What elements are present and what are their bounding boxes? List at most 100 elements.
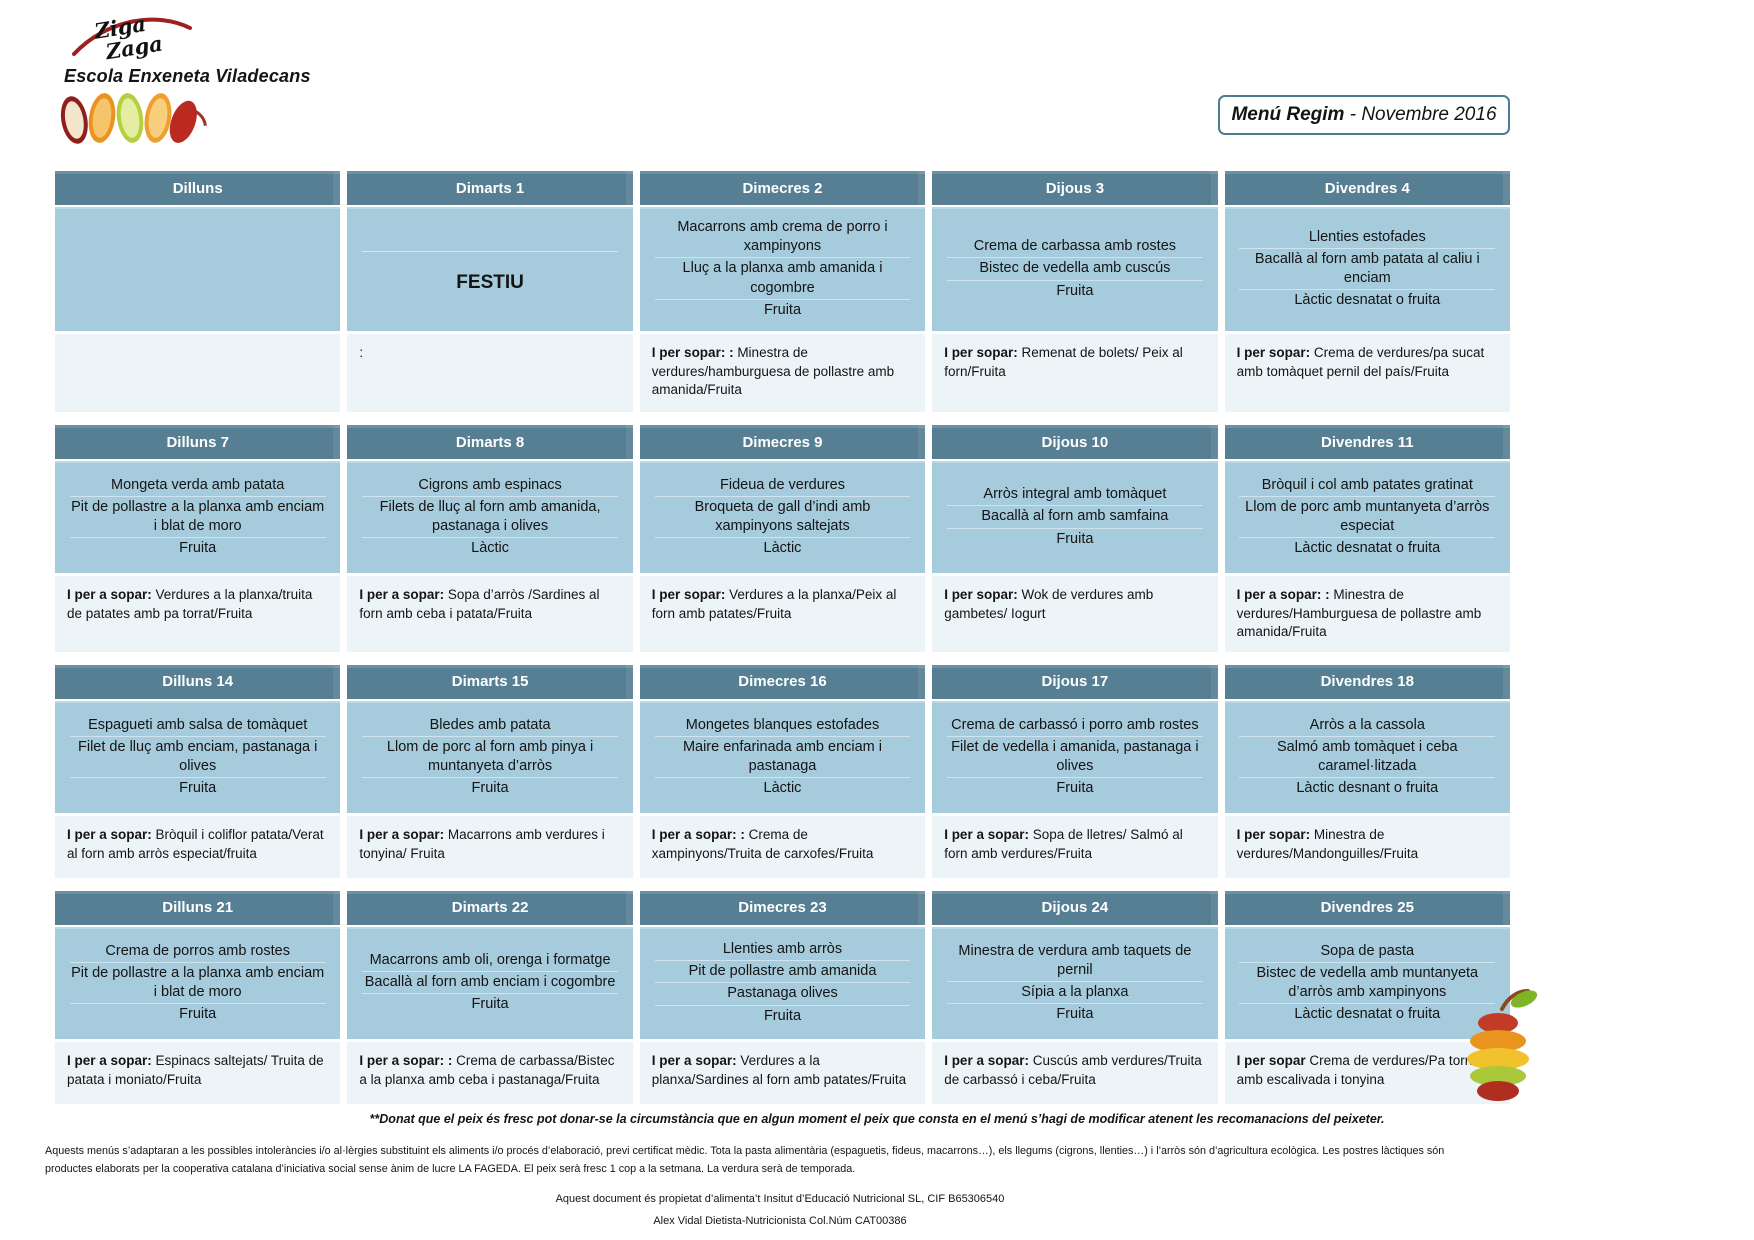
day-header: Divendres 11 xyxy=(1224,425,1510,459)
menu-item: Fruita xyxy=(471,996,509,1013)
festiu-label: FESTIU xyxy=(362,250,619,295)
menu-item: Espagueti amb salsa de tomàquet xyxy=(69,715,326,737)
day-menu-cell: Mongeta verda amb patata Pit de pollastre… xyxy=(55,461,341,573)
menu-item: Cigrons amb espinacs xyxy=(362,475,619,497)
day-header: Divendres 4 xyxy=(1224,171,1510,205)
week-menu-row: Espagueti amb salsa de tomàquet Filet de … xyxy=(55,699,1510,813)
fruit-apple-logo xyxy=(1458,983,1544,1110)
sopar-label: I per sopar: xyxy=(651,587,726,602)
sopar-label: I per a sopar: xyxy=(67,826,152,842)
menu-item: Bistec de vedella amb muntanyeta d’arròs… xyxy=(1239,963,1496,1004)
menu-item: Làctic desnatat o fruita xyxy=(1294,540,1441,557)
menu-subtitle: - Novembre 2016 xyxy=(1344,104,1497,125)
sopar-label: I per sopar: xyxy=(944,587,1018,602)
day-header: Divendres 25 xyxy=(1224,890,1510,925)
sopar-label: I per a sopar: xyxy=(944,1052,1029,1068)
day-header: Dijous 10 xyxy=(932,425,1218,459)
menu-item: Pit de pollastre amb amanida xyxy=(654,961,911,984)
menu-item: Fruita xyxy=(179,540,217,557)
menu-item: Lluç a la planxa amb amanida i cogombre xyxy=(654,258,911,300)
week-menu-row: Mongeta verda amb patata Pit de pollastre… xyxy=(55,459,1510,573)
menu-title: Menú Regim xyxy=(1231,104,1345,125)
day-menu-cell: Arròs a la cassola Salmó amb tomàquet i c… xyxy=(1224,700,1510,813)
day-sopar-cell: I per a sopar: : Crema de carbassa/Biste… xyxy=(347,1041,633,1104)
menu-item: Llenties amb arròs xyxy=(654,939,911,962)
day-menu-cell: Cigrons amb espinacs Filets de lluç al fo… xyxy=(347,461,633,573)
week-sopar-row: I per a sopar: Verdures a la planxa/trui… xyxy=(55,573,1510,652)
sopar-label: I per sopar xyxy=(1236,1052,1306,1068)
menu-item: Mongeta verda amb patata xyxy=(69,475,326,497)
menu-item: Bacallà al forn amb patata al caliu i en… xyxy=(1239,249,1496,291)
menu-item: Broqueta de gall d’indi amb xampinyons s… xyxy=(654,497,911,539)
menu-item: Filet de lluç amb enciam, pastanaga i ol… xyxy=(69,737,326,778)
menu-item: Llenties estofades xyxy=(1239,227,1496,249)
day-menu-cell: Sopa de pasta Bistec de vedella amb munta… xyxy=(1224,926,1510,1039)
menu-item: Làctic desnatat o fruita xyxy=(1294,1006,1441,1022)
sopar-label: I per a sopar: : xyxy=(1236,587,1330,602)
menu-item: Pastanaga olives xyxy=(654,983,911,1006)
week-sopar-row: :I per sopar: : Minestra de verdures/ham… xyxy=(55,331,1510,412)
fish-note: **Donat que el peix és fresc pot donar-s… xyxy=(369,1112,1385,1126)
day-header: Dimarts 15 xyxy=(347,664,633,699)
day-header: Dimecres 2 xyxy=(639,171,926,205)
week-sopar-row: I per a sopar: Bròquil i coliflor patata… xyxy=(55,813,1510,878)
menu-item: Arròs a la cassola xyxy=(1239,715,1496,737)
menu-item: Fruita xyxy=(179,1006,217,1022)
menu-item: Fruita xyxy=(763,301,802,318)
day-sopar-cell: I per sopar: Remenat de bolets/ Peix al … xyxy=(932,334,1218,412)
sopar-label: I per sopar: xyxy=(1236,345,1311,360)
day-menu-cell: Espagueti amb salsa de tomàquet Filet de … xyxy=(55,700,341,813)
week-menu-row: Crema de porros amb rostes Pit de pollast… xyxy=(55,925,1510,1039)
day-sopar-cell: I per a sopar: Macarrons amb verdures i … xyxy=(347,815,633,878)
sopar-label: I per a sopar: xyxy=(359,826,445,842)
day-header: Dimarts 22 xyxy=(347,890,633,925)
week-block: Dilluns 7 Dimarts 8 Dimecres 9 Dijous 10 Div… xyxy=(55,425,1510,652)
sopar-label: I per a sopar: xyxy=(67,587,152,602)
day-sopar-cell: I per sopar: Minestra de verdures/Mandon… xyxy=(1224,815,1510,878)
day-header: Dilluns 14 xyxy=(55,664,341,699)
ziga-zaga-logo: Ziga Zaga xyxy=(66,8,196,73)
day-sopar-cell: I per sopar Crema de verdures/Pa torrat … xyxy=(1224,1041,1510,1104)
day-sopar-cell: I per a sopar: Sopa de lletres/ Salmó al… xyxy=(932,815,1218,878)
menu-item: Làctic desnant o fruita xyxy=(1296,780,1439,796)
day-sopar-cell: I per sopar: : Minestra de verdures/hamb… xyxy=(639,334,926,412)
day-menu-cell: Macarrons amb oli, orenga i formatge Baca… xyxy=(347,926,633,1039)
day-menu-cell xyxy=(55,207,341,331)
allergen-note: Aquests menús s’adaptaran a les possible… xyxy=(45,1145,1445,1175)
day-sopar-cell: I per sopar: Wok de verdures amb gambete… xyxy=(932,576,1218,652)
week-menu-row: FESTIU Macarrons amb crema de porro i xam… xyxy=(55,205,1510,331)
sopar-label: I per sopar: : xyxy=(651,345,734,360)
menu-item: Maire enfarinada amb enciam i pastanaga xyxy=(654,737,911,778)
menu-item: Crema de carbassó i porro amb rostes xyxy=(946,715,1203,737)
day-sopar-cell: I per a sopar: : Minestra de verdures/Ha… xyxy=(1224,576,1510,652)
menu-item: Làctic desnatat o fruita xyxy=(1294,292,1441,309)
sopar-label: I per a sopar: xyxy=(67,1052,152,1068)
day-sopar-cell: I per a sopar: Sopa d’arròs /Sardines al… xyxy=(347,576,633,652)
menu-item: Bacallà al forn amb enciam i cogombre xyxy=(362,972,619,995)
menu-item: Crema de carbassa amb rostes xyxy=(946,236,1203,259)
day-sopar-cell: I per a sopar: Espinacs saltejats/ Truit… xyxy=(55,1041,341,1104)
menu-item: Minestra de verdura amb taquets de perni… xyxy=(946,941,1203,982)
menu-title-box: Menú Regim - Novembre 2016 xyxy=(1218,95,1510,135)
menu-item: Làctic xyxy=(763,780,802,796)
day-sopar-cell: I per a sopar: Cuscús amb verdures/Truit… xyxy=(932,1041,1218,1104)
week-header-row: Dilluns 7 Dimarts 8 Dimecres 9 Dijous 10 Div… xyxy=(55,425,1510,459)
menu-item: Fruita xyxy=(179,780,217,796)
menu-item: Pit de pollastre a la planxa amb enciam … xyxy=(69,963,326,1004)
day-menu-cell: Crema de carbassó i porro amb rostes File… xyxy=(932,700,1218,813)
day-header: Dijous 24 xyxy=(932,890,1218,925)
day-menu-cell: Macarrons amb crema de porro i xampinyon… xyxy=(639,207,926,331)
menu-item: Làctic xyxy=(471,540,510,557)
menu-item: Fruita xyxy=(1056,282,1094,299)
day-header: Dilluns 21 xyxy=(55,890,341,925)
menu-item: Llom de porc al forn amb pinya i muntany… xyxy=(362,737,619,778)
day-menu-cell: Crema de porros amb rostes Pit de pollast… xyxy=(55,926,341,1039)
day-header: Dijous 3 xyxy=(932,171,1218,205)
day-menu-cell: Minestra de verdura amb taquets de perni… xyxy=(932,926,1218,1039)
day-menu-cell: Llenties amb arròs Pit de pollastre amb a… xyxy=(639,926,926,1039)
menu-item: Pit de pollastre a la planxa amb enciam … xyxy=(69,497,326,539)
school-name: Escola Enxeneta Viladecans xyxy=(64,66,311,86)
day-sopar-cell: I per sopar: Crema de verdures/pa sucat … xyxy=(1224,334,1510,412)
sopar-label: I per sopar: xyxy=(1236,826,1311,842)
